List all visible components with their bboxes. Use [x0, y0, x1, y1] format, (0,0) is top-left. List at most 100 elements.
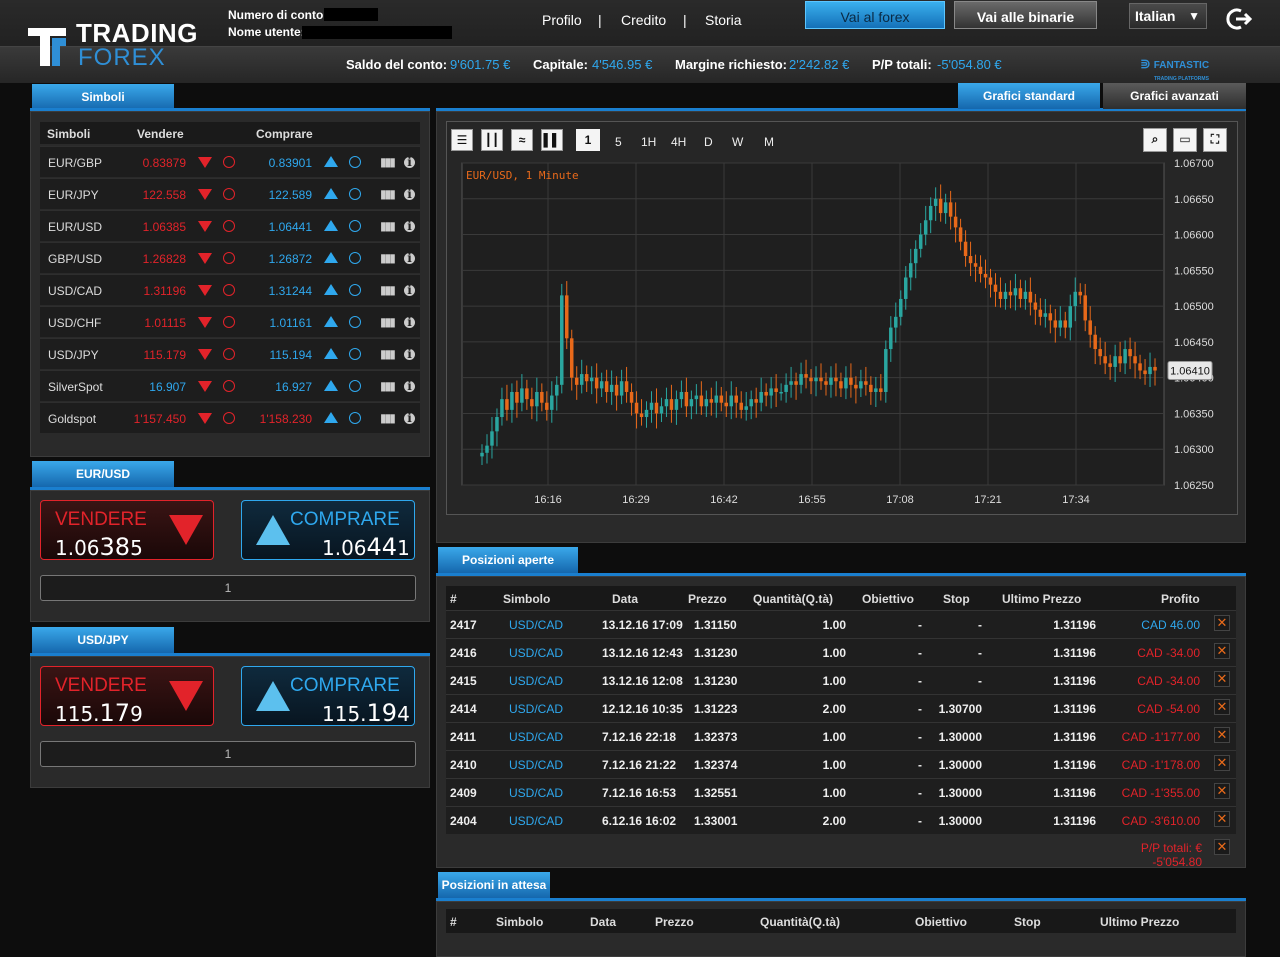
position-row[interactable]: 2410 USD/CAD 7.12.16 21:22 1.32374 1.00 … [446, 750, 1236, 778]
compare-icon[interactable]: ≈ [511, 129, 533, 151]
sell-timer-icon[interactable] [223, 316, 235, 328]
nav-credito[interactable]: Credito [621, 12, 667, 28]
close-position-icon[interactable]: ✕ [1214, 671, 1230, 687]
buy-timer-icon[interactable] [349, 252, 361, 264]
bar-chart-icon[interactable]: ▮▮▮ [380, 187, 396, 201]
sell-arrow-icon[interactable] [198, 413, 212, 424]
fullscreen-icon[interactable]: ⛶ [1203, 128, 1227, 152]
symbol-row[interactable]: USD/CAD 1.31196 1.31244 ▮▮▮ i [40, 274, 420, 305]
buy-timer-icon[interactable] [349, 380, 361, 392]
position-row[interactable]: 2417 USD/CAD 13.12.16 17:09 1.31150 1.00… [446, 610, 1236, 638]
close-position-icon[interactable]: ✕ [1214, 615, 1230, 631]
close-position-icon[interactable]: ✕ [1214, 727, 1230, 743]
quantity-input-usdjpy[interactable]: 1 [40, 741, 416, 767]
bar-chart-icon[interactable]: ▮▮▮ [380, 411, 396, 425]
bar-chart-icon[interactable]: ▮▮▮ [380, 219, 396, 233]
sell-timer-icon[interactable] [223, 348, 235, 360]
tab-simboli[interactable]: Simboli [32, 84, 174, 110]
symbol-row[interactable]: EUR/USD 1.06385 1.06441 ▮▮▮ i [40, 210, 420, 241]
info-icon[interactable]: i [404, 284, 415, 296]
candles-icon[interactable]: ┃┃ [481, 129, 503, 151]
position-symbol[interactable]: USD/CAD [509, 730, 564, 744]
tab-posizioni-aperte[interactable]: Posizioni aperte [438, 547, 578, 573]
bar-chart-icon[interactable]: ▮▮▮ [380, 347, 396, 361]
bar-chart-icon[interactable]: ▮▮▮ [380, 315, 396, 329]
position-row[interactable]: 2411 USD/CAD 7.12.16 22:18 1.32373 1.00 … [446, 722, 1236, 750]
bar-chart-icon[interactable]: ▮▮▮ [380, 251, 396, 265]
buy-arrow-icon[interactable] [324, 220, 338, 231]
symbol-row[interactable]: GBP/USD 1.26828 1.26872 ▮▮▮ i [40, 242, 420, 273]
close-position-icon[interactable]: ✕ [1214, 783, 1230, 799]
info-icon[interactable]: i [404, 348, 415, 360]
nav-storia[interactable]: Storia [705, 12, 742, 28]
bar-chart-icon[interactable]: ▮▮▮ [380, 379, 396, 393]
timeframe-1[interactable]: 1 [576, 129, 600, 151]
buy-arrow-icon[interactable] [324, 188, 338, 199]
go-binary-button[interactable]: Vai alle binarie [954, 1, 1097, 29]
position-symbol[interactable]: USD/CAD [509, 618, 564, 632]
sell-timer-icon[interactable] [223, 380, 235, 392]
symbol-row[interactable]: Goldspot 1'157.450 1'158.230 ▮▮▮ i [40, 402, 420, 433]
buy-arrow-icon[interactable] [324, 316, 338, 327]
sell-arrow-icon[interactable] [198, 349, 212, 360]
timeframe-4h[interactable]: 4H [671, 135, 687, 149]
sell-timer-icon[interactable] [223, 252, 235, 264]
sell-arrow-icon[interactable] [198, 221, 212, 232]
go-forex-button[interactable]: Vai al forex [805, 1, 945, 29]
search-icon[interactable]: ⌕ [1143, 128, 1167, 152]
sell-arrow-icon[interactable] [198, 157, 212, 168]
position-row[interactable]: 2404 USD/CAD 6.12.16 16:02 1.33001 2.00 … [446, 806, 1236, 834]
timeframe-5[interactable]: 5 [615, 135, 622, 149]
close-all-icon[interactable]: ✕ [1214, 839, 1230, 855]
sell-timer-icon[interactable] [223, 156, 235, 168]
info-icon[interactable]: i [404, 412, 415, 424]
sell-arrow-icon[interactable] [198, 317, 212, 328]
nav-profilo[interactable]: Profilo [542, 12, 582, 28]
tab-usdjpy[interactable]: USD/JPY [32, 627, 174, 653]
buy-button-eurusd[interactable]: COMPRARE 1.06441 [241, 500, 415, 561]
buy-arrow-icon[interactable] [324, 412, 338, 423]
position-symbol[interactable]: USD/CAD [509, 786, 564, 800]
tab-posizioni-in-attesa[interactable]: Posizioni in attesa [438, 872, 550, 898]
timeframe-1h[interactable]: 1H [641, 135, 657, 149]
sell-timer-icon[interactable] [223, 188, 235, 200]
language-select[interactable]: Italian ▼ [1129, 3, 1207, 29]
sell-arrow-icon[interactable] [198, 381, 212, 392]
buy-timer-icon[interactable] [349, 156, 361, 168]
tab-eurusd[interactable]: EUR/USD [32, 461, 174, 487]
close-position-icon[interactable]: ✕ [1214, 699, 1230, 715]
position-symbol[interactable]: USD/CAD [509, 758, 564, 772]
position-symbol[interactable]: USD/CAD [509, 814, 564, 828]
symbol-row[interactable]: EUR/JPY 122.558 122.589 ▮▮▮ i [40, 178, 420, 209]
buy-arrow-icon[interactable] [324, 252, 338, 263]
sell-button-usdjpy[interactable]: VENDERE 115.179 [40, 666, 214, 727]
symbol-row[interactable]: SilverSpot 16.907 16.927 ▮▮▮ i [40, 370, 420, 401]
info-icon[interactable]: i [404, 252, 415, 264]
sell-timer-icon[interactable] [223, 412, 235, 424]
buy-timer-icon[interactable] [349, 348, 361, 360]
position-symbol[interactable]: USD/CAD [509, 646, 564, 660]
bars-icon[interactable]: ▌▌ [541, 129, 563, 151]
sell-timer-icon[interactable] [223, 284, 235, 296]
buy-arrow-icon[interactable] [324, 284, 338, 295]
info-icon[interactable]: i [404, 380, 415, 392]
info-icon[interactable]: i [404, 156, 415, 168]
timeframe-d[interactable]: D [704, 135, 713, 149]
bar-chart-icon[interactable]: ▮▮▮ [380, 155, 396, 169]
symbol-row[interactable]: EUR/GBP 0.83879 0.83901 ▮▮▮ i [40, 146, 420, 177]
tab-grafici-avanzati[interactable]: Grafici avanzati [1103, 83, 1246, 109]
sell-button-eurusd[interactable]: VENDERE 1.06385 [40, 500, 214, 561]
timeframe-w[interactable]: W [732, 135, 744, 149]
close-position-icon[interactable]: ✕ [1214, 811, 1230, 827]
info-icon[interactable]: i [404, 316, 415, 328]
buy-timer-icon[interactable] [349, 412, 361, 424]
buy-timer-icon[interactable] [349, 220, 361, 232]
close-position-icon[interactable]: ✕ [1214, 643, 1230, 659]
buy-button-usdjpy[interactable]: COMPRARE 115.194 [241, 666, 415, 727]
buy-arrow-icon[interactable] [324, 348, 338, 359]
sell-arrow-icon[interactable] [198, 189, 212, 200]
close-position-icon[interactable]: ✕ [1214, 755, 1230, 771]
timeframe-m[interactable]: M [764, 135, 774, 149]
position-row[interactable]: 2409 USD/CAD 7.12.16 16:53 1.32551 1.00 … [446, 778, 1236, 806]
quantity-input-eurusd[interactable]: 1 [40, 575, 416, 601]
